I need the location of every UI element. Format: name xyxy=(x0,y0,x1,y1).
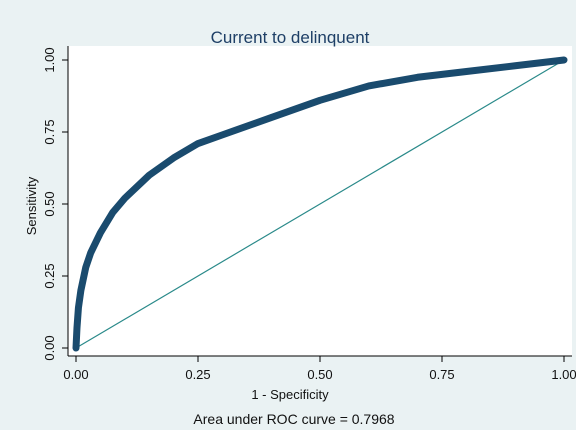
y-tick-label: 0.25 xyxy=(42,263,57,288)
x-tick-label: 0.00 xyxy=(63,367,88,382)
x-tick-label: 0.50 xyxy=(307,367,332,382)
y-axis-title: Sensitivity xyxy=(24,176,39,235)
y-tick-label: 1.00 xyxy=(42,47,57,72)
x-tick-label: 1.00 xyxy=(551,367,576,382)
x-tick-label: 0.25 xyxy=(185,367,210,382)
y-axis: 0.00 0.25 0.50 0.75 1.00 xyxy=(42,46,69,361)
y-tick-label: 0.00 xyxy=(42,335,57,360)
x-axis: 0.00 0.25 0.50 0.75 1.00 xyxy=(63,355,576,382)
reference-line xyxy=(75,59,565,349)
roc-curve xyxy=(72,56,568,352)
plot-area xyxy=(68,46,572,356)
x-axis-title: 1 - Specificity xyxy=(251,387,329,402)
y-tick-label: 0.50 xyxy=(42,191,57,216)
x-tick-label: 0.75 xyxy=(429,367,454,382)
chart-title: Current to delinquent xyxy=(211,28,370,47)
y-tick-label: 0.75 xyxy=(42,119,57,144)
auc-note: Area under ROC curve = 0.7968 xyxy=(193,411,394,427)
